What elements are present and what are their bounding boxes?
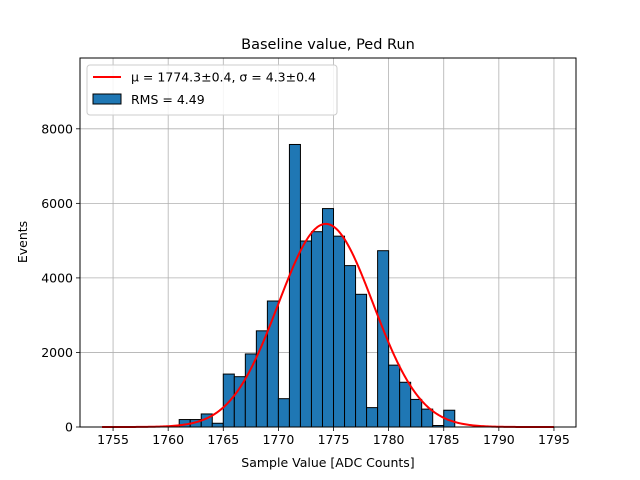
- histogram-bar: [211, 422, 224, 428]
- histogram-bar: [410, 398, 423, 428]
- x-axis-label: Sample Value [ADC Counts]: [241, 455, 414, 470]
- x-tick-label: 1755: [97, 432, 129, 447]
- y-tick-label: 6000: [41, 196, 73, 211]
- histogram-bar: [321, 208, 335, 428]
- y-axis-ticks: 0 2000 4000 6000 8000: [41, 121, 80, 435]
- plot-frame: [79, 57, 577, 428]
- legend: μ = 1774.3±0.4, σ = 4.3±0.4 RMS = 4.49: [86, 64, 338, 116]
- histogram-bar: [421, 408, 434, 428]
- histogram-bars: [178, 143, 456, 428]
- legend-rms-label: RMS = 4.49: [131, 92, 205, 107]
- histogram-bar: [399, 381, 412, 428]
- y-axis-label: Events: [15, 221, 30, 263]
- x-tick-label: 1785: [428, 432, 460, 447]
- x-tick-label: 1780: [373, 432, 405, 447]
- x-tick-label: 1790: [483, 432, 515, 447]
- x-tick-label: 1795: [538, 432, 570, 447]
- histogram-bar: [233, 376, 246, 428]
- histogram-bar: [288, 143, 301, 428]
- y-tick-label: 2000: [41, 345, 73, 360]
- x-axis-ticks: 1755 1760 1765 1770 1775 1780 1785 1790 1795: [97, 427, 570, 447]
- histogram-bar: [388, 364, 401, 428]
- histogram-bar: [299, 240, 312, 428]
- y-tick-label: 8000: [41, 121, 73, 136]
- legend-rms-patch-swatch: [92, 93, 122, 105]
- x-tick-label: 1775: [318, 432, 350, 447]
- legend-box: [86, 64, 338, 116]
- x-tick-label: 1770: [262, 432, 294, 447]
- legend-fit-label: μ = 1774.3±0.4, σ = 4.3±0.4: [131, 70, 316, 85]
- chart-title: Baseline value, Ped Run: [241, 37, 415, 53]
- y-tick-label: 0: [65, 420, 73, 435]
- histogram-bar: [355, 293, 368, 428]
- histogram-bar: [277, 398, 290, 428]
- gaussian-fit-curve: [102, 222, 554, 428]
- histogram-bar: [366, 407, 379, 428]
- x-tick-label: 1760: [152, 432, 184, 447]
- y-tick-label: 4000: [41, 270, 73, 285]
- x-tick-label: 1765: [207, 432, 239, 447]
- histogram-bar: [333, 235, 346, 428]
- histogram-bar: [344, 265, 357, 428]
- histogram-bar: [310, 231, 323, 428]
- histogram-bar: [244, 353, 257, 428]
